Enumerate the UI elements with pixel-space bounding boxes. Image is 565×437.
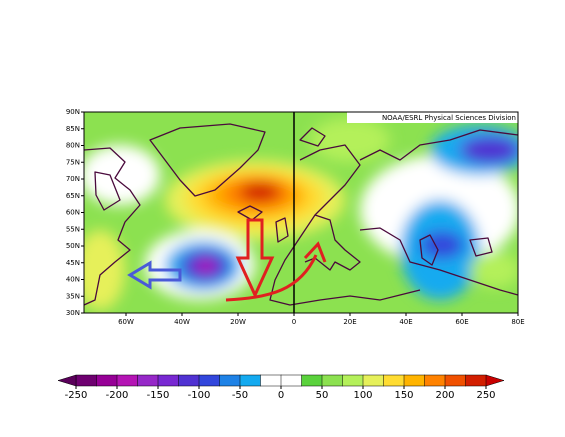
lat-tick-label: 55N	[66, 225, 80, 233]
colorbar-box	[301, 374, 323, 387]
colorbar-box	[383, 374, 405, 387]
colorbar-label: 150	[394, 390, 413, 401]
lat-tick-label: 60N	[66, 209, 80, 217]
colorbar-box	[157, 374, 180, 387]
lat-tick-label: 40N	[66, 276, 80, 284]
lat-tick-label: 30N	[66, 309, 80, 317]
colorbar-box	[239, 374, 262, 387]
lat-tick-label: 80N	[66, 142, 80, 150]
colorbar-box	[75, 374, 98, 387]
colorbar-box	[96, 374, 118, 387]
lat-tick-label: 75N	[66, 158, 80, 166]
colorbar-over	[485, 374, 505, 387]
colorbar-label: -200	[106, 390, 129, 401]
lat-tick-label: 90N	[66, 108, 80, 116]
colorbar-box	[219, 374, 241, 387]
colorbar-label: 200	[435, 390, 454, 401]
colorbar-label: -100	[188, 390, 211, 401]
lat-tick-label: 85N	[66, 125, 80, 133]
colorbar-label: 100	[353, 390, 372, 401]
lon-tick-label: 40W	[174, 318, 190, 326]
colorbar-label: -250	[65, 390, 88, 401]
lon-tick-label: 40E	[399, 318, 412, 326]
lat-tick-label: 65N	[66, 192, 80, 200]
colorbar-box	[403, 374, 426, 387]
colorbar-box	[137, 374, 159, 387]
lon-tick-label: 60E	[455, 318, 468, 326]
colorbar-box	[424, 374, 446, 387]
colorbar-box	[342, 374, 364, 387]
colorbar-label: -50	[232, 390, 248, 401]
annotation-arrows	[127, 218, 327, 302]
colorbar-box	[280, 374, 303, 387]
lon-tick-label: 80E	[511, 318, 524, 326]
colorbar-box	[198, 374, 221, 387]
colorbar-box	[321, 374, 344, 387]
lon-tick-label: 20E	[343, 318, 356, 326]
colorbar-box	[444, 374, 467, 387]
colorbar-box	[362, 374, 385, 387]
colorbar-label: 0	[278, 390, 284, 401]
colorbar-label: 250	[476, 390, 495, 401]
coastlines	[84, 123, 518, 306]
lat-tick-label: 35N	[66, 292, 80, 300]
lat-tick-label: 50N	[66, 242, 80, 250]
colorbar-box	[465, 374, 487, 387]
colorbar-label: 50	[316, 390, 329, 401]
colorbar-under	[57, 374, 77, 387]
colorbar-box	[178, 374, 200, 387]
lon-tick-label: 20W	[230, 318, 246, 326]
credit: NOAA/ESRL Physical Sciences Division	[382, 114, 516, 122]
colorbar-box	[260, 374, 282, 387]
colorbar-box	[116, 374, 139, 387]
anomaly-field	[84, 112, 518, 313]
lon-tick-label: 0	[292, 318, 296, 326]
colorbar-label: -150	[147, 390, 170, 401]
lat-tick-label: 70N	[66, 175, 80, 183]
lon-tick-label: 60W	[118, 318, 134, 326]
lat-tick-label: 45N	[66, 259, 80, 267]
